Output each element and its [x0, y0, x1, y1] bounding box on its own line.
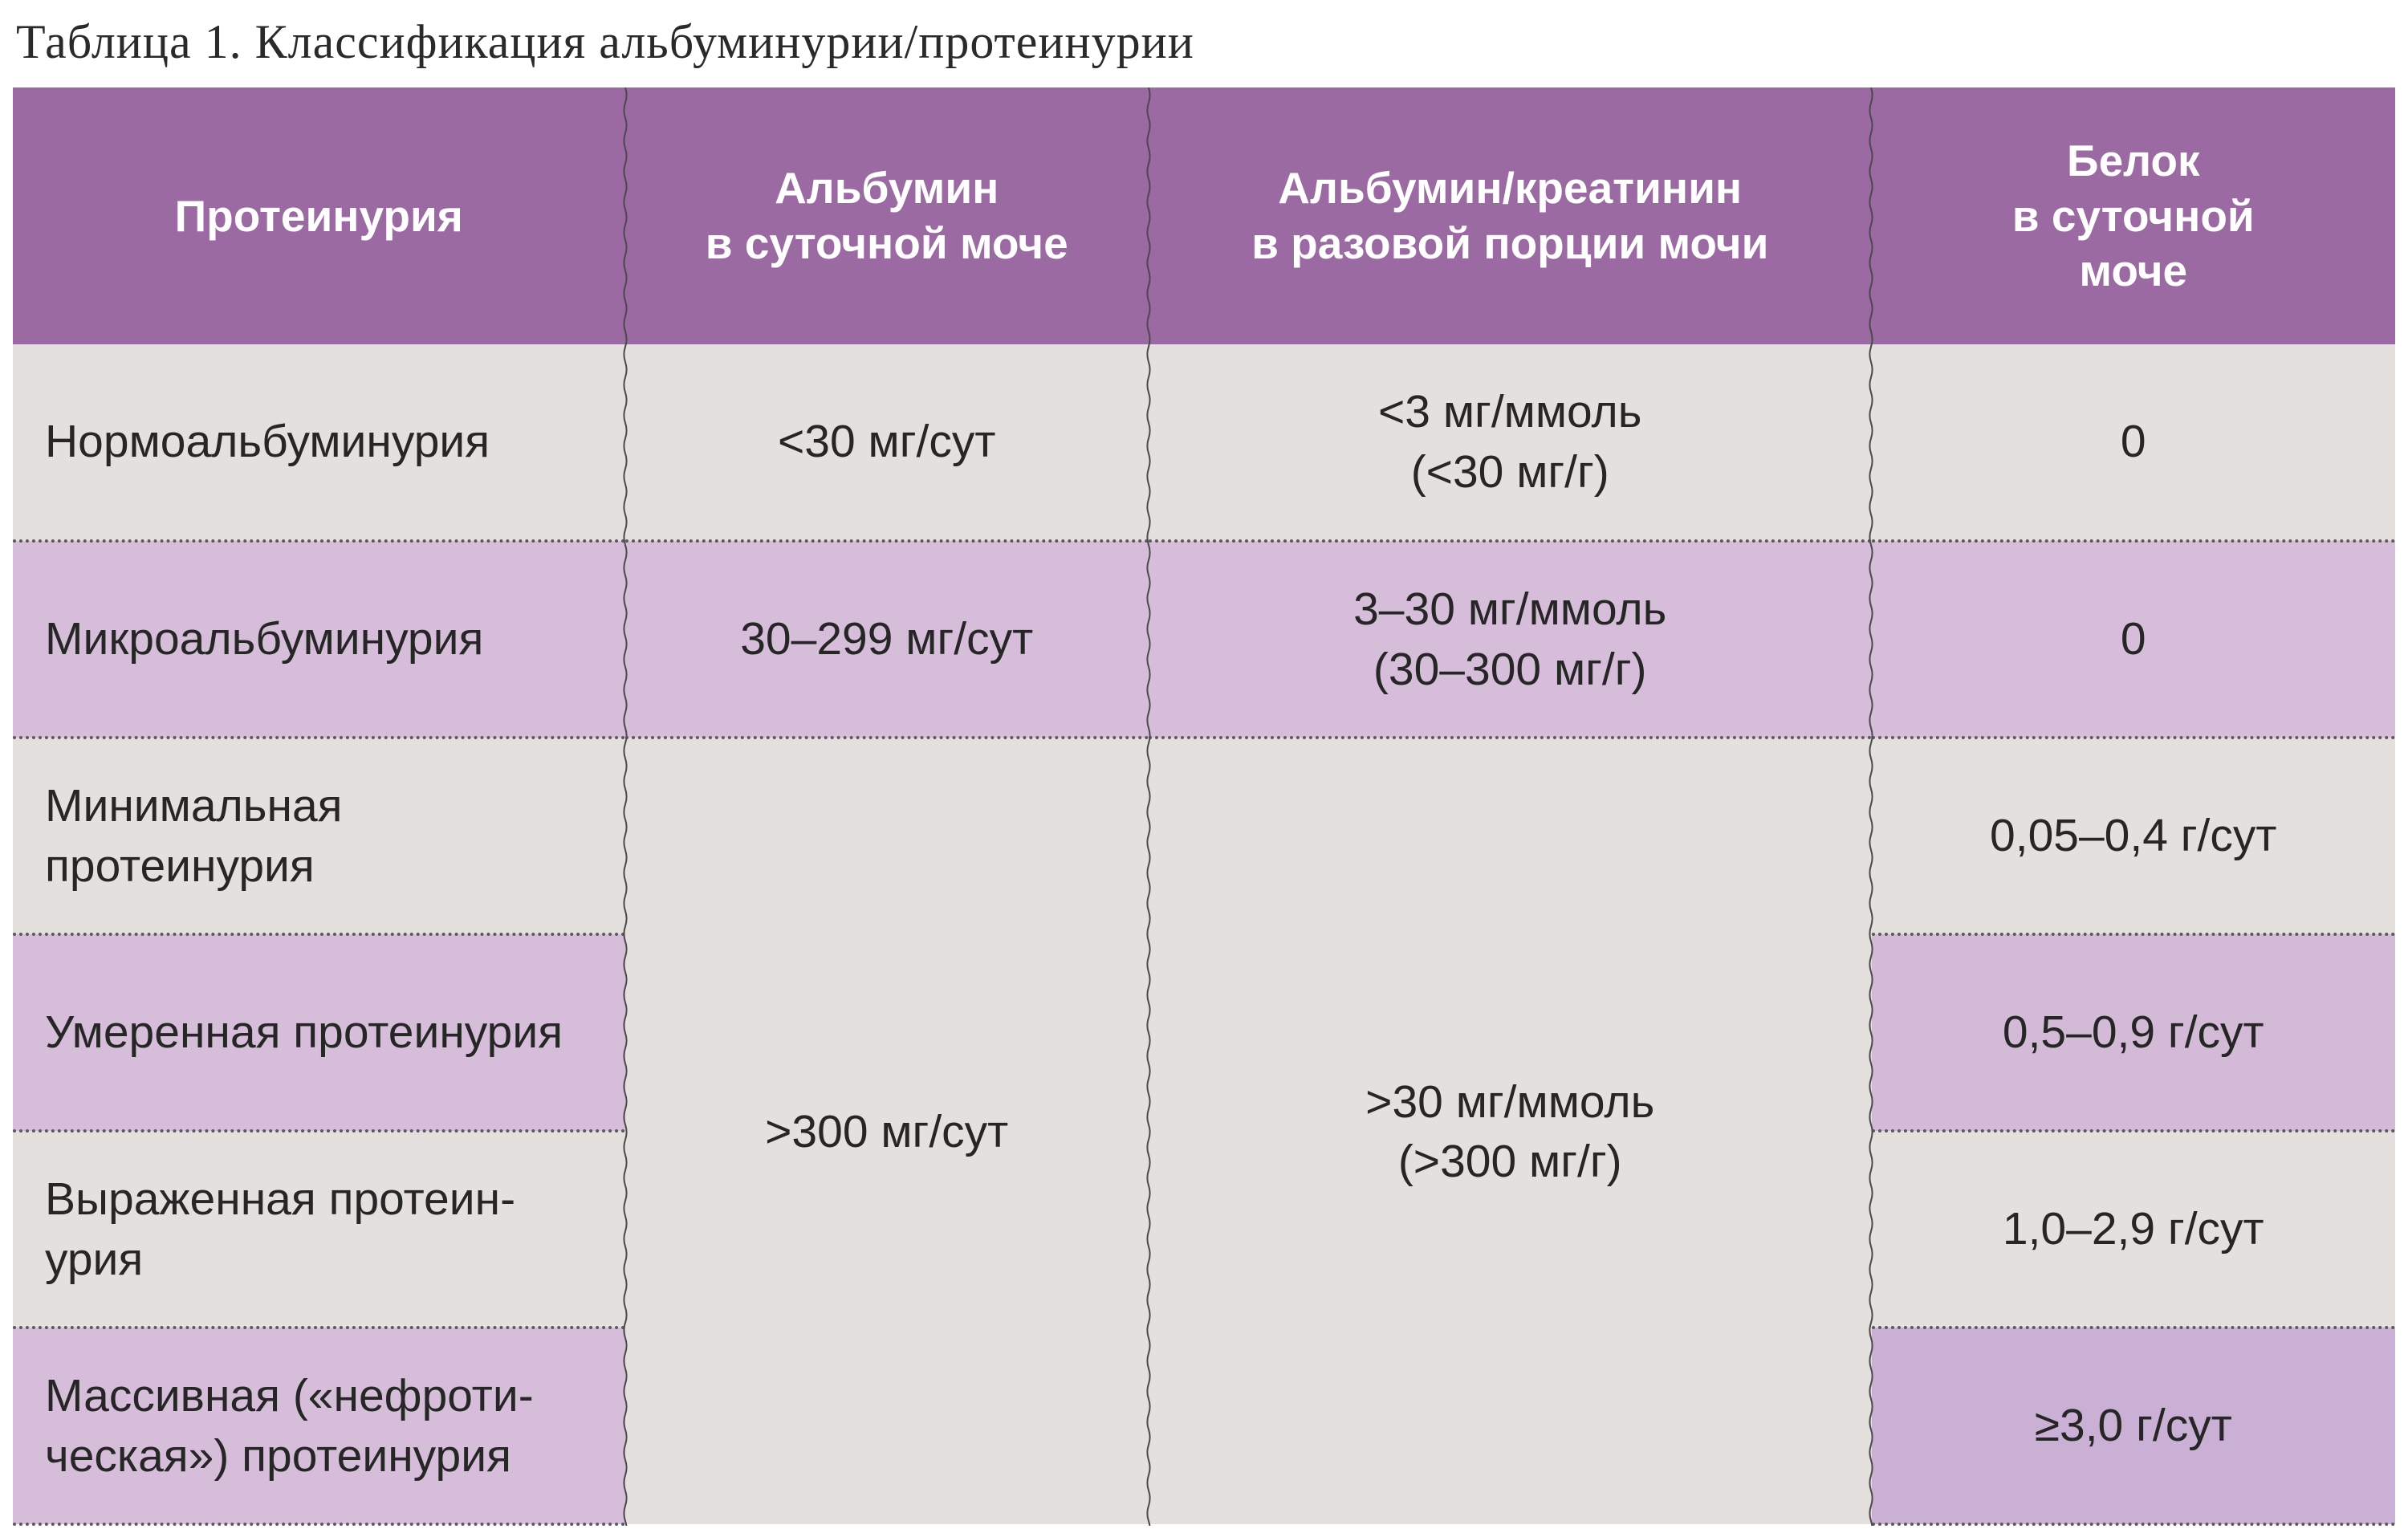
- cell-protein-daily: 0,5–0,9 г/сут: [1872, 934, 2395, 1131]
- cell-protein-daily: 0: [1872, 344, 2395, 541]
- cell-albumin-creatinine: 3–30 мг/ммоль(30–300 мг/г): [1149, 541, 1872, 738]
- cell-proteinuria-label: Минимальная протеинурия: [13, 738, 625, 934]
- col-header-albumin-daily: Альбуминв суточной моче: [625, 87, 1149, 344]
- col-header-protein-daily: Белокв суточноймоче: [1872, 87, 2395, 344]
- col-header-line: Белокв суточноймоче: [1904, 133, 2363, 299]
- cell-albumin-creatinine: <3 мг/ммоль(<30 мг/г): [1149, 344, 1872, 541]
- col-header-proteinuria: Протеинурия: [13, 87, 625, 344]
- cell-proteinuria-label: Массивная («нефроти­ческая») протеинурия: [13, 1328, 625, 1524]
- table-wrapper: Протеинурия Альбуминв суточной моче Альб…: [13, 87, 2395, 1526]
- cell-albumin-daily: <30 мг/сут: [625, 344, 1149, 541]
- col-header-albumin-creatinine: Альбумин/креатининв разовой порции мочи: [1149, 87, 1872, 344]
- table-row: Минимальная протеинурия >300 мг/сут >30 …: [13, 738, 2395, 934]
- cell-albumin-daily: 30–299 мг/сут: [625, 541, 1149, 738]
- cell-proteinuria-label: Выраженная протеин­урия: [13, 1131, 625, 1328]
- col-header-line: Альбуминв суточной моче: [657, 161, 1117, 271]
- cell-albumin-creatinine-merged: >30 мг/ммоль(>300 мг/г): [1149, 738, 1872, 1524]
- table-header-row: Протеинурия Альбуминв суточной моче Альб…: [13, 87, 2395, 344]
- cell-proteinuria-label: Нормоальбуминурия: [13, 344, 625, 541]
- page: Таблица 1. Классификация альбуминурии/пр…: [0, 0, 2408, 1529]
- cell-protein-daily: 0: [1872, 541, 2395, 738]
- col-header-line: Альбумин/креатининв разовой порции мочи: [1181, 161, 1840, 271]
- table-caption: Таблица 1. Классификация альбуминурии/пр…: [13, 0, 2395, 87]
- cell-albumin-daily-merged: >300 мг/сут: [625, 738, 1149, 1524]
- table-row: Нормоальбуминурия <30 мг/сут <3 мг/ммоль…: [13, 344, 2395, 541]
- cell-protein-daily: 1,0–2,9 г/сут: [1872, 1131, 2395, 1328]
- cell-proteinuria-label: Микроальбуминурия: [13, 541, 625, 738]
- cell-protein-daily: 0,05–0,4 г/сут: [1872, 738, 2395, 934]
- classification-table: Протеинурия Альбуминв суточной моче Альб…: [13, 87, 2395, 1526]
- table-row: Микроальбуминурия 30–299 мг/сут 3–30 мг/…: [13, 541, 2395, 738]
- cell-protein-daily: ≥3,0 г/сут: [1872, 1328, 2395, 1524]
- cell-proteinuria-label: Умеренная протеинурия: [13, 934, 625, 1131]
